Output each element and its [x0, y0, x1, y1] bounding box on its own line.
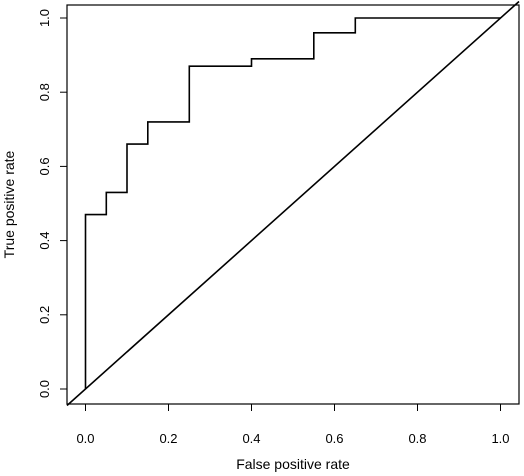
x-tick-label: 0.8 — [408, 431, 426, 446]
x-tick-label: 0.4 — [242, 431, 260, 446]
y-tick-label: 0.6 — [37, 157, 52, 175]
y-tick-label: 1.0 — [37, 9, 52, 27]
x-tick-label: 0.2 — [159, 431, 177, 446]
y-tick-label: 0.0 — [37, 380, 52, 398]
x-tick-label: 1.0 — [491, 431, 509, 446]
diagonal-reference-line — [66, 0, 520, 407]
series-layer — [66, 0, 520, 407]
x-tick-label: 0.0 — [76, 431, 94, 446]
y-tick-label: 0.4 — [37, 232, 52, 250]
x-tick-label: 0.6 — [325, 431, 343, 446]
y-tick-label: 0.2 — [37, 306, 52, 324]
roc-curve — [84, 17, 501, 389]
y-axis: 0.0 0.2 0.4 0.6 0.8 1.0 — [37, 9, 68, 398]
x-axis-title: False positive rate — [236, 456, 350, 472]
x-axis: 0.0 0.2 0.4 0.6 0.8 1.0 — [76, 403, 510, 446]
y-axis-title: True positive rate — [1, 150, 17, 258]
y-tick-label: 0.8 — [37, 83, 52, 101]
